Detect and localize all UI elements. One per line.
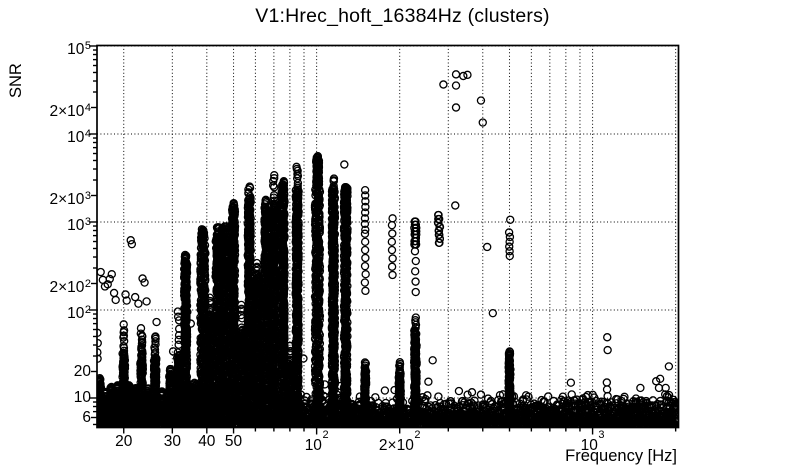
chart-title: V1:Hrec_hoft_16384Hz (clusters)	[255, 5, 550, 27]
y-tick-label: 2×104	[49, 102, 91, 121]
y-tick-label: 2×102	[49, 277, 91, 297]
x-tick-label: 2×102	[378, 429, 421, 455]
x-tick-label: 50	[224, 433, 243, 450]
y-tick-label: 20	[73, 362, 91, 380]
x-tick-label: 30	[163, 433, 181, 450]
x-tick-label: 20	[115, 433, 133, 450]
x-tick-label: 103	[580, 429, 605, 455]
y-tick-label: 2×103	[49, 190, 91, 209]
x-axis-title: Frequency [Hz]	[565, 447, 677, 465]
y-tick-label: 104	[67, 128, 91, 147]
y-axis-title: SNR	[7, 63, 25, 98]
y-tick-label: 10	[73, 389, 91, 407]
y-tick-label: 102	[67, 304, 91, 323]
x-tick-label: 40	[198, 433, 216, 450]
y-tick-label: 105	[67, 40, 91, 59]
y-tick-label: 103	[67, 216, 91, 235]
x-tick-label: 102	[304, 429, 329, 455]
y-tick-label: 6	[82, 409, 91, 426]
